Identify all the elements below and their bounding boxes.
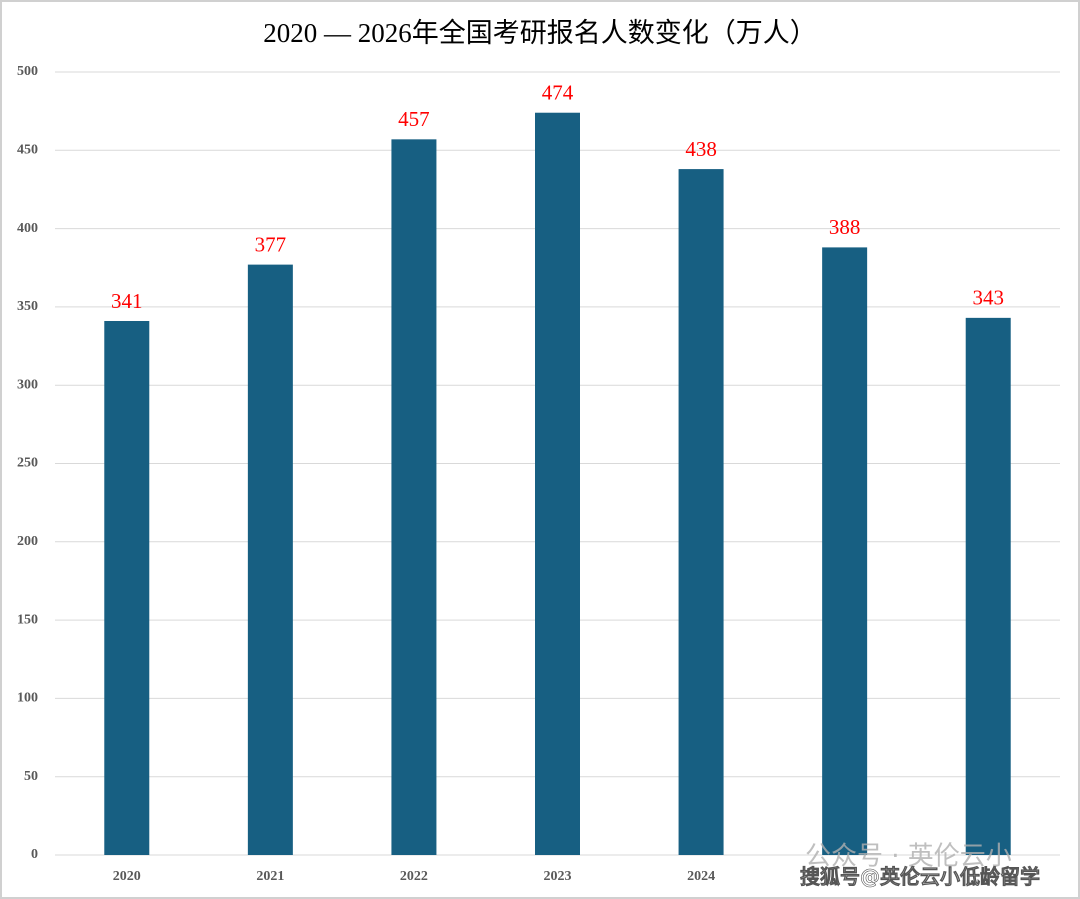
- value-label: 388: [829, 215, 861, 239]
- bar: [104, 320, 150, 855]
- value-label: 343: [972, 286, 1004, 310]
- bar: [822, 247, 868, 856]
- y-tick-label: 250: [17, 456, 38, 471]
- y-tick-label: 450: [17, 143, 38, 158]
- y-tick-label: 350: [17, 299, 38, 314]
- x-tick-label: 2022: [400, 869, 428, 884]
- y-tick-label: 400: [17, 221, 38, 236]
- y-tick-label: 500: [17, 64, 38, 79]
- y-tick-label: 0: [31, 847, 38, 862]
- bar: [391, 139, 437, 855]
- y-tick-label: 150: [17, 612, 38, 627]
- value-label: 341: [111, 289, 143, 313]
- x-tick-label: 2024: [687, 869, 715, 884]
- bar: [678, 169, 724, 856]
- y-tick-label: 200: [17, 534, 38, 549]
- x-tick-label: 2023: [544, 869, 572, 884]
- value-label: 377: [255, 232, 287, 256]
- value-label: 457: [398, 107, 430, 131]
- bar: [247, 264, 293, 855]
- bar: [535, 112, 580, 855]
- value-label: 438: [685, 137, 717, 161]
- bar: [965, 317, 1011, 855]
- value-label: 474: [542, 81, 574, 105]
- y-tick-label: 100: [17, 691, 38, 706]
- watermark: 公众号 · 英伦云小: [805, 842, 1012, 872]
- watermark: 搜狐号@英伦云小低龄留学: [800, 865, 1040, 889]
- y-tick-label: 50: [24, 769, 38, 784]
- chart-title: 2020 — 2026年全国考研报名人数变化（万人）: [263, 18, 817, 48]
- x-tick-label: 2020: [113, 869, 141, 884]
- y-tick-label: 300: [17, 377, 38, 392]
- x-tick-label: 2021: [256, 869, 284, 884]
